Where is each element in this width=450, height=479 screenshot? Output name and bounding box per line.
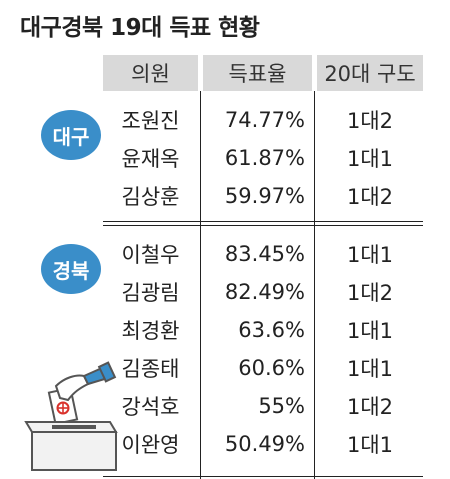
table-row: 윤재옥 61.87% 1대1 [103,139,423,177]
race-composition: 1대2 [346,185,394,209]
legislator-name: 강석호 [121,395,180,419]
table-row: 이철우 83.45% 1대1 [103,235,423,273]
table-row: 김종태 60.6% 1대1 [103,349,423,387]
group-divider-top [103,221,423,222]
vote-rate: 60.6% [238,356,305,380]
table-row: 김상훈 59.97% 1대2 [103,177,423,215]
table-row: 조원진 74.77% 1대2 [103,101,423,139]
vote-rate: 63.6% [238,318,305,342]
group-divider-bottom [103,225,423,226]
race-composition: 1대1 [346,243,394,267]
table-row: 이완영 50.49% 1대1 [103,425,423,463]
race-composition: 1대1 [346,147,394,171]
table-row: 강석호 55% 1대2 [103,387,423,425]
legislator-name: 이완영 [121,433,180,457]
legislator-name: 김종태 [121,357,180,381]
header-composition: 20대 구도 [317,55,423,91]
legislator-name: 윤재옥 [121,147,180,171]
vote-rate: 55% [258,394,305,418]
race-composition: 1대1 [346,433,394,457]
legislator-name: 조원진 [121,109,180,133]
header-vote-rate: 득표율 [203,55,312,91]
legislator-name: 최경환 [121,319,180,343]
region-badge-daegu: 대구 [41,110,101,160]
header-name: 의원 [103,55,198,91]
vote-rate: 50.49% [224,432,305,456]
legislator-name: 김상훈 [121,185,180,209]
column-divider [200,91,201,479]
vote-rate: 59.97% [224,184,305,208]
table-row: 최경환 63.6% 1대1 [103,311,423,349]
race-composition: 1대1 [346,357,394,381]
legislator-name: 이철우 [121,243,180,267]
region-badge-gyeongbuk: 경북 [41,244,101,294]
vote-rate: 74.77% [224,108,305,132]
race-composition: 1대1 [346,319,394,343]
race-composition: 1대2 [346,395,394,419]
ballot-box-icon [24,361,118,471]
table-row: 김광림 82.49% 1대2 [103,273,423,311]
chart-title: 대구경북 19대 득표 현황 [20,15,260,41]
vote-rate: 61.87% [224,146,305,170]
race-composition: 1대2 [346,109,394,133]
column-divider [314,91,315,479]
vote-rate: 82.49% [224,280,305,304]
vote-rate: 83.45% [224,242,305,266]
race-composition: 1대2 [346,281,394,305]
legislator-name: 김광림 [121,281,180,305]
